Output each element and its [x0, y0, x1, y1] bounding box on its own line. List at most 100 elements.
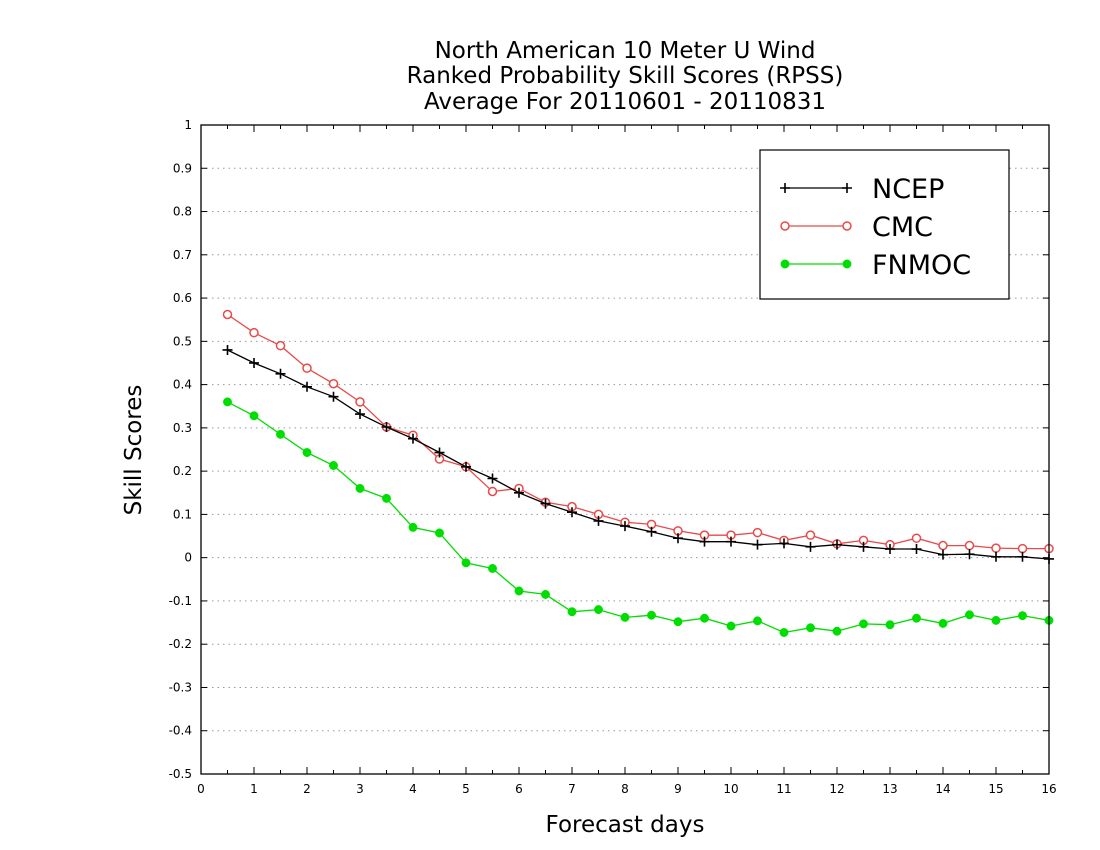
ncep-point — [911, 544, 922, 555]
x-tick-label: 0 — [197, 782, 205, 796]
y-tick-label: 0.9 — [173, 161, 192, 175]
series-fnmoc — [223, 397, 1054, 637]
ncep-point — [885, 544, 895, 555]
x-tick-label: 2 — [303, 782, 311, 796]
ncep-point — [593, 515, 604, 526]
y-axis-label: Skill Scores — [121, 385, 147, 516]
fnmoc-point — [832, 626, 842, 636]
x-tick-label: 6 — [515, 782, 523, 796]
ncep-point — [381, 422, 392, 433]
cmc-point — [249, 327, 259, 338]
fnmoc-point — [355, 483, 365, 493]
x-tick-label: 10 — [723, 782, 738, 796]
cmc-point — [222, 309, 233, 320]
y-tick-label: -0.2 — [169, 637, 192, 651]
ncep-line — [227, 349, 1050, 560]
ncep-point — [752, 539, 763, 550]
ncep-point — [302, 381, 312, 392]
x-tick-label: 12 — [829, 782, 844, 796]
series-cmc — [222, 309, 1054, 554]
y-tick-label: 0.2 — [173, 464, 192, 478]
fnmoc-point — [753, 616, 762, 626]
series-layer — [222, 309, 1054, 637]
fnmoc-point — [302, 448, 312, 457]
fnmoc-point — [567, 607, 577, 617]
legend-marker — [842, 259, 852, 269]
fnmoc-point — [514, 586, 524, 596]
ncep-point — [328, 391, 339, 402]
ncep-point — [673, 533, 683, 544]
ncep-point — [222, 344, 233, 355]
cmc-point — [938, 540, 948, 551]
fnmoc-point — [1018, 611, 1027, 621]
ncep-point — [832, 539, 842, 550]
chart-title-line-1: North American 10 Meter U Wind — [435, 38, 816, 64]
x-tick-label: 14 — [935, 782, 950, 796]
cmc-point — [487, 486, 498, 497]
ncep-point — [1017, 551, 1028, 562]
fnmoc-point — [912, 613, 921, 623]
x-axis-ticks: 0 1 2 3 4 5 6 7 8 9 10 11 12 13 14 15 16 — [197, 125, 1057, 796]
ncep-point — [355, 409, 365, 420]
legend-label-fnmoc: FNMOC — [872, 250, 971, 281]
y-tick-label: -0.1 — [169, 594, 192, 608]
y-tick-label: 0 — [184, 551, 192, 565]
ncep-point — [858, 541, 869, 552]
x-tick-label: 4 — [409, 782, 417, 796]
chart-title-line-3: Average For 20110601 - 20110831 — [424, 89, 826, 115]
y-grid-lines — [201, 167, 1049, 732]
legend-label-cmc: CMC — [872, 212, 933, 243]
fnmoc-point — [249, 411, 259, 421]
ncep-point — [434, 447, 445, 458]
x-tick-label: 7 — [568, 782, 576, 796]
y-tick-label: 0.3 — [173, 421, 192, 435]
legend-label-ncep: NCEP — [872, 174, 944, 205]
y-tick-label: 0.5 — [173, 334, 192, 348]
y-tick-label: -0.5 — [169, 767, 192, 781]
fnmoc-point — [965, 610, 974, 620]
x-tick-label: 15 — [988, 782, 1003, 796]
fnmoc-point — [806, 623, 815, 633]
cmc-point — [355, 397, 365, 407]
cmc-point — [275, 340, 286, 351]
x-tick-label: 5 — [462, 782, 470, 796]
fnmoc-point — [647, 610, 656, 620]
ncep-point — [620, 521, 630, 532]
fnmoc-point — [382, 493, 391, 503]
x-tick-label: 1 — [250, 782, 258, 796]
ncep-point — [964, 549, 975, 560]
x-tick-label: 11 — [776, 782, 791, 796]
fnmoc-point — [488, 564, 497, 573]
y-axis-ticks: -0.5 -0.4 -0.3 -0.2 -0.1 0 0.1 0.2 0.3 0.4 0.5 0.6 0… — [169, 118, 1049, 781]
legend-marker — [780, 259, 790, 269]
cmc-point — [964, 540, 975, 551]
fnmoc-point — [276, 429, 285, 439]
cmc-line — [227, 313, 1049, 550]
ncep-point — [408, 433, 418, 444]
cmc-point — [805, 530, 816, 540]
y-tick-label: 0.1 — [173, 507, 192, 521]
ncep-point — [726, 536, 736, 547]
legend-item-fnmoc: FNMOC — [780, 250, 971, 281]
chart-title-line-2: Ranked Probability Skill Scores (RPSS) — [407, 63, 844, 89]
ncep-point — [487, 473, 498, 484]
cmc-point — [1017, 543, 1028, 554]
fnmoc-point — [991, 615, 1001, 625]
fnmoc-point — [408, 522, 418, 532]
ncep-point — [991, 551, 1001, 562]
legend-marker — [780, 221, 790, 231]
legend-marker — [842, 221, 852, 231]
y-tick-label: -0.4 — [169, 724, 192, 738]
legend-item-ncep: NCEP — [780, 174, 944, 205]
series-ncep — [222, 344, 1054, 564]
cmc-point — [911, 533, 922, 543]
fnmoc-point — [223, 397, 232, 407]
fnmoc-point — [885, 620, 895, 630]
fnmoc-point — [329, 461, 338, 470]
x-axis-label: Forecast days — [546, 812, 705, 838]
y-tick-label: 0.4 — [173, 378, 192, 392]
fnmoc-point — [620, 612, 630, 622]
ncep-point — [540, 498, 551, 509]
ncep-point — [805, 541, 816, 552]
